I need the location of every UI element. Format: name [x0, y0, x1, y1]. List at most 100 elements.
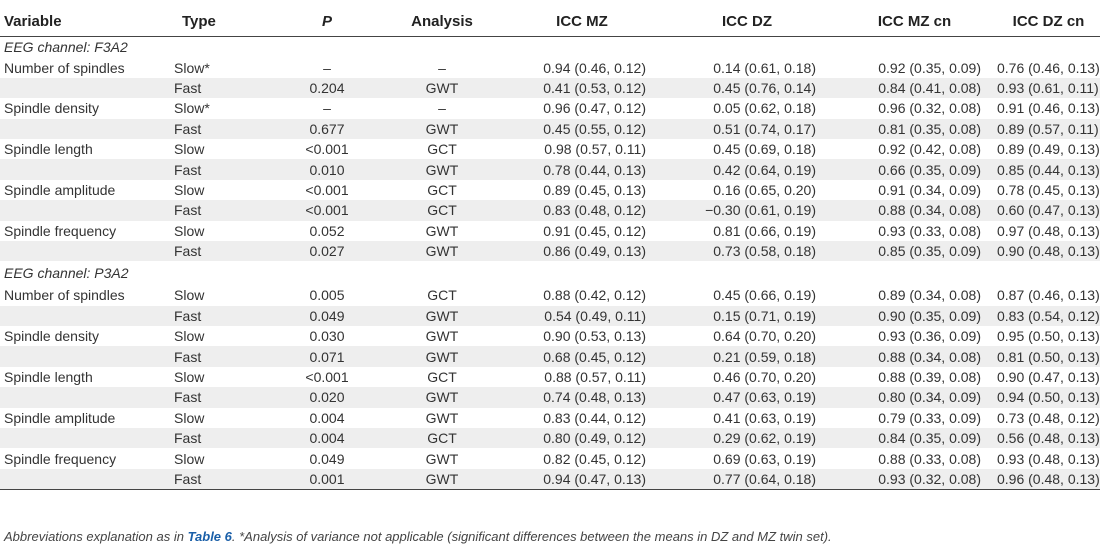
cell-icc-mz: 0.89 (0.45, 0.13) [543, 181, 646, 198]
table-row: Fast 0.010 GWT 0.78 (0.44, 0.13) 0.42 (0.64,… [0, 159, 1100, 180]
header-icc-mz: ICC MZ [502, 6, 662, 37]
cell-variable [0, 240, 172, 262]
cell-analysis: GCT [427, 369, 457, 386]
cell-p: <0.001 [305, 181, 349, 198]
cell-type: Fast [172, 387, 272, 408]
cell-icc-mz-cn: 0.84 (0.41, 0.08) [832, 77, 997, 99]
cell-icc-mz: 0.45 (0.55, 0.12) [502, 118, 662, 139]
cell-type: Fast [172, 468, 272, 491]
cell-p: 0.030 [309, 328, 345, 345]
cell-variable [0, 159, 172, 180]
table-row: Fast 0.001 GWT 0.94 (0.47, 0.13) 0.77 (0.64,… [0, 468, 1100, 491]
cell-variable: Spindle density [4, 328, 99, 345]
footnote-suffix: . *Analysis of variance not applicable (… [231, 529, 832, 544]
table-header: Variable Type P Analysis ICC MZ ICC DZ I… [0, 6, 1100, 37]
cell-analysis: GCT [382, 428, 502, 449]
header-icc-dz: ICC DZ [662, 6, 832, 37]
cell-icc-mz: 0.83 (0.48, 0.12) [502, 200, 662, 221]
cell-type: Slow* [174, 100, 210, 117]
cell-type: Slow [174, 287, 205, 304]
cell-icc-dz: 0.46 (0.70, 0.20) [713, 369, 816, 386]
cell-variable: Spindle length [4, 369, 93, 386]
table-row: Fast 0.027 GWT 0.86 (0.49, 0.13) 0.73 (0.58,… [0, 240, 1100, 262]
cell-icc-dz: 0.21 (0.59, 0.18) [662, 346, 832, 367]
icc-table: Variable Type P Analysis ICC MZ ICC DZ I… [0, 6, 1100, 491]
cell-icc-mz-cn: 0.93 (0.36, 0.09) [878, 328, 981, 345]
header-type: Type [172, 6, 272, 37]
cell-analysis: GWT [382, 305, 502, 327]
cell-icc-mz: 0.98 (0.57, 0.11) [544, 141, 646, 158]
table-body: EEG channel: F3A2 Number of spindles Slow*… [0, 37, 1100, 491]
cell-icc-dz: 0.16 (0.65, 0.20) [713, 181, 816, 198]
table-row: Fast 0.004 GCT 0.80 (0.49, 0.12) 0.29 (0.62,… [0, 428, 1100, 449]
cell-p: 0.071 [272, 346, 382, 367]
header-analysis: Analysis [382, 6, 502, 37]
table-row: Fast 0.020 GWT 0.74 (0.48, 0.13) 0.47 (0.63,… [0, 387, 1100, 408]
cell-type: Fast [172, 428, 272, 449]
cell-p: <0.001 [305, 141, 349, 158]
cell-icc-mz-cn: 0.93 (0.33, 0.08) [878, 222, 981, 239]
cell-icc-mz-cn: 0.89 (0.34, 0.08) [878, 287, 981, 304]
cell-p: <0.001 [272, 200, 382, 221]
cell-type: Slow [174, 450, 205, 467]
cell-icc-mz-cn: 0.80 (0.34, 0.09) [832, 387, 997, 408]
cell-variable [0, 118, 172, 139]
header-row: Variable Type P Analysis ICC MZ ICC DZ I… [0, 6, 1100, 37]
cell-icc-dz-cn: 0.60 (0.47, 0.13) [997, 200, 1100, 221]
cell-p: 0.677 [272, 118, 382, 139]
cell-analysis: GWT [382, 387, 502, 408]
cell-icc-mz: 0.78 (0.44, 0.13) [502, 159, 662, 180]
cell-variable: Spindle length [4, 141, 93, 158]
cell-type: Slow [174, 328, 205, 345]
section-title: EEG channel: P3A2 [4, 265, 129, 282]
table-row: Number of spindles Slow* – – 0.94 (0.46, 0.1… [0, 57, 1100, 77]
cell-p: 0.049 [309, 450, 345, 467]
cell-icc-dz: 0.29 (0.62, 0.19) [662, 428, 832, 449]
cell-variable [0, 200, 172, 221]
footnote-prefix: Abbreviations explanation as in [4, 529, 188, 544]
cell-type: Slow* [174, 59, 210, 76]
cell-icc-dz: 0.15 (0.71, 0.19) [662, 305, 832, 327]
cell-type: Fast [172, 159, 272, 180]
cell-icc-dz: 0.51 (0.74, 0.17) [662, 118, 832, 139]
cell-icc-mz-cn: 0.92 (0.35, 0.09) [878, 59, 981, 76]
cell-icc-dz: 0.45 (0.66, 0.19) [713, 287, 816, 304]
cell-icc-dz: 0.45 (0.69, 0.18) [713, 141, 816, 158]
cell-analysis: – [438, 100, 446, 117]
cell-icc-dz-cn: 0.56 (0.48, 0.13) [997, 428, 1100, 449]
cell-icc-dz: 0.42 (0.64, 0.19) [662, 159, 832, 180]
cell-p: 0.052 [309, 222, 345, 239]
cell-icc-mz-cn: 0.85 (0.35, 0.09) [832, 240, 997, 262]
cell-icc-dz-cn: 0.94 (0.50, 0.13) [997, 387, 1100, 408]
cell-variable: Spindle amplitude [4, 181, 116, 198]
cell-variable [0, 346, 172, 367]
cell-variable: Spindle frequency [4, 222, 117, 239]
cell-icc-dz-cn: 0.73 (0.48, 0.12) [997, 409, 1100, 426]
cell-p: 0.027 [272, 240, 382, 262]
cell-icc-mz-cn: 0.88 (0.34, 0.08) [832, 346, 997, 367]
cell-analysis: GWT [382, 77, 502, 99]
cell-icc-mz: 0.96 (0.47, 0.12) [543, 100, 646, 117]
cell-icc-dz: 0.73 (0.58, 0.18) [662, 240, 832, 262]
cell-icc-mz: 0.86 (0.49, 0.13) [502, 240, 662, 262]
cell-icc-mz: 0.74 (0.48, 0.13) [502, 387, 662, 408]
cell-analysis: GCT [427, 181, 457, 198]
cell-icc-mz-cn: 0.81 (0.35, 0.08) [832, 118, 997, 139]
cell-analysis: – [438, 59, 446, 76]
cell-icc-mz: 0.94 (0.47, 0.13) [502, 468, 662, 491]
cell-icc-dz: 0.41 (0.63, 0.19) [713, 409, 816, 426]
cell-p: – [323, 100, 331, 117]
cell-icc-dz: 0.81 (0.66, 0.19) [713, 222, 816, 239]
table-row: Spindle frequency Slow 0.049 GWT 0.82 (0.45,… [0, 448, 1100, 468]
cell-type: Fast [172, 200, 272, 221]
table-row: Spindle length Slow <0.001 GCT 0.88 (0.57, 0… [0, 367, 1100, 387]
cell-icc-mz: 0.90 (0.53, 0.13) [543, 328, 646, 345]
cell-p: 0.020 [272, 387, 382, 408]
cell-p: 0.004 [309, 409, 345, 426]
footnote-link[interactable]: Table 6 [187, 529, 232, 544]
table-row: Fast 0.071 GWT 0.68 (0.45, 0.12) 0.21 (0.59,… [0, 346, 1100, 367]
cell-type: Fast [172, 77, 272, 99]
cell-analysis: GWT [382, 159, 502, 180]
cell-variable: Spindle density [4, 100, 99, 117]
cell-p: – [323, 59, 331, 76]
